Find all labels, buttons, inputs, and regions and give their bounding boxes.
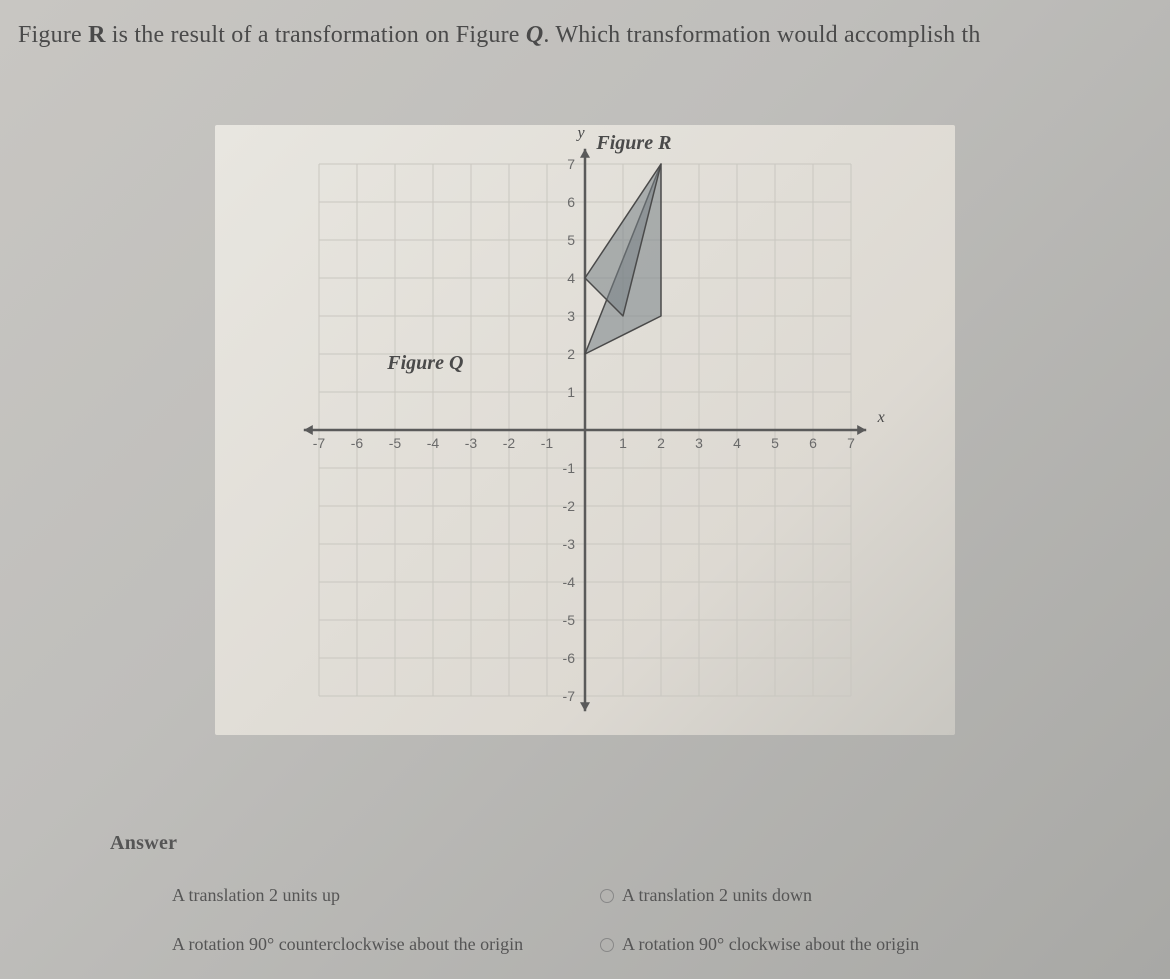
svg-text:-2: -2	[503, 435, 516, 451]
option-a[interactable]: A translation 2 units up	[150, 885, 600, 906]
question-mid1: is the result of a transformation on Fig…	[106, 22, 526, 48]
svg-text:-5: -5	[389, 435, 402, 451]
y-axis-arrow-up	[580, 149, 590, 158]
option-d-label: A rotation 90° clockwise about the origi…	[622, 934, 919, 955]
option-b-label: A translation 2 units down	[622, 885, 812, 906]
svg-text:7: 7	[847, 435, 855, 451]
answer-options: A translation 2 units up A translation 2…	[150, 885, 1050, 955]
option-c-label: A rotation 90° counterclockwise about th…	[172, 934, 523, 955]
svg-text:-6: -6	[563, 650, 576, 666]
chart-svg: -7 -6 -5 -4 -3 -2 -1 1 2 3 4 5 6 7 -7 -6 -5 -4 -3 -2 -1 1 2 3 4…	[215, 125, 955, 735]
svg-text:-1: -1	[541, 435, 554, 451]
figure-r-ref: R	[88, 22, 106, 48]
x-axis-arrow-right	[857, 425, 866, 435]
coordinate-chart: -7 -6 -5 -4 -3 -2 -1 1 2 3 4 5 6 7 -7 -6 -5 -4 -3 -2 -1 1 2 3 4…	[215, 125, 955, 735]
figure-q-label: Figure Q	[386, 352, 463, 374]
option-b[interactable]: A translation 2 units down	[600, 885, 1050, 906]
svg-text:-7: -7	[563, 688, 576, 704]
radio-placeholder	[150, 938, 164, 952]
y-axis-arrow-down	[580, 702, 590, 711]
svg-text:1: 1	[619, 435, 627, 451]
svg-text:6: 6	[567, 194, 575, 210]
svg-text:-6: -6	[351, 435, 364, 451]
svg-text:5: 5	[771, 435, 779, 451]
radio-placeholder	[150, 889, 164, 903]
option-c[interactable]: A rotation 90° counterclockwise about th…	[150, 934, 600, 955]
svg-text:-5: -5	[563, 612, 576, 628]
svg-text:-4: -4	[427, 435, 440, 451]
svg-text:-2: -2	[563, 498, 576, 514]
question-prefix: Figure	[18, 22, 88, 48]
svg-text:4: 4	[733, 435, 741, 451]
svg-text:-3: -3	[563, 536, 576, 552]
svg-text:1: 1	[567, 384, 575, 400]
svg-text:2: 2	[657, 435, 665, 451]
svg-text:5: 5	[567, 232, 575, 248]
x-axis-label: x	[877, 409, 885, 426]
svg-text:3: 3	[567, 308, 575, 324]
figure-q-ref: Q	[526, 22, 544, 48]
option-a-label: A translation 2 units up	[172, 885, 340, 906]
svg-text:-7: -7	[313, 435, 326, 451]
figure-r-label: Figure R	[595, 132, 671, 154]
answer-header: Answer	[110, 832, 177, 855]
svg-text:-1: -1	[563, 460, 576, 476]
svg-text:-4: -4	[563, 574, 576, 590]
radio-icon	[600, 938, 614, 952]
svg-text:3: 3	[695, 435, 703, 451]
option-d[interactable]: A rotation 90° clockwise about the origi…	[600, 934, 1050, 955]
svg-text:2: 2	[567, 346, 575, 362]
svg-text:-3: -3	[465, 435, 478, 451]
y-axis-label: y	[575, 125, 585, 142]
question-mid2: . Which transformation would accomplish …	[543, 22, 980, 48]
svg-text:6: 6	[809, 435, 817, 451]
radio-icon	[600, 889, 614, 903]
svg-text:4: 4	[567, 270, 575, 286]
x-axis-arrow-left	[304, 425, 313, 435]
svg-text:7: 7	[567, 156, 575, 172]
question-text: Figure R is the result of a transformati…	[18, 22, 1170, 49]
